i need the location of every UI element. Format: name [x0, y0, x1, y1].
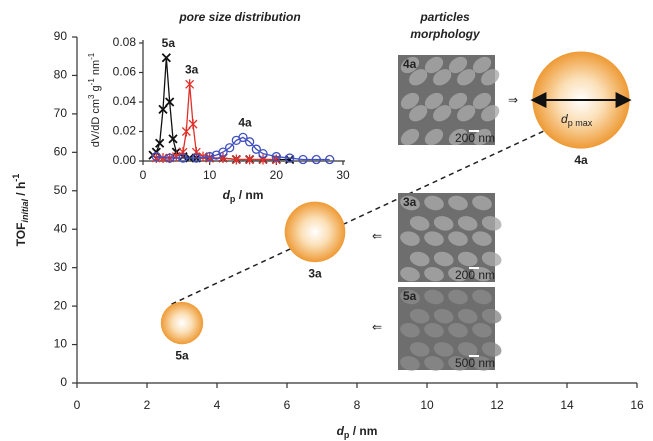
- arrow: ⇒: [508, 93, 518, 107]
- x-tick-label: 4: [214, 398, 221, 412]
- arrow: ⇐: [372, 320, 382, 334]
- size-label-sub: p max: [568, 118, 593, 128]
- arrow: ⇐: [372, 229, 382, 243]
- inset-x-tick-label: 20: [270, 168, 284, 182]
- series-line: [156, 84, 276, 159]
- sem-label: 3a: [403, 195, 417, 209]
- inset-y-label: dV/dD cm3 g-1 nm-1: [87, 52, 102, 147]
- inset-title: pore size distribution: [178, 10, 300, 24]
- x-tick-label: 8: [354, 398, 361, 412]
- y-label-rest: / h: [14, 182, 28, 199]
- particle-sphere: [161, 302, 203, 344]
- y-tick-label: 90: [54, 29, 68, 43]
- inset-x-label: dp / nm: [223, 188, 264, 204]
- inset-y-label-part: dV/dD cm: [90, 99, 102, 147]
- inset-y-tick-label: 0.00: [113, 153, 137, 167]
- x-tick-label: 2: [144, 398, 151, 412]
- morph-title: morphology: [410, 27, 481, 41]
- sem-label: 4a: [403, 57, 417, 71]
- x-tick-label: 16: [630, 398, 644, 412]
- figure: 0 2 4 6 8 10 12 14 16 0 10 20 30 40 50 60 70 80 90 dp / nm T…: [0, 0, 653, 441]
- inset-y-label-part: nm: [90, 60, 102, 78]
- inset-x-label-rest: / nm: [235, 188, 263, 202]
- marker: [186, 79, 194, 89]
- inset-y-label-part: -1: [87, 52, 96, 60]
- inset-y-tick-label: 0.02: [113, 124, 137, 138]
- x-tick-label: 0: [74, 398, 81, 412]
- inset-y-tick-label: 0.04: [113, 94, 137, 108]
- inset-y-label-part: g: [90, 85, 102, 94]
- sphere-label: 3a: [308, 266, 322, 280]
- y-tick-label: 60: [54, 145, 68, 159]
- y-label-sub: initial: [20, 199, 30, 223]
- y-label-main: TOF: [14, 223, 28, 247]
- y-axis-label: TOFinitial / h-1: [11, 174, 30, 247]
- y-tick-label: 20: [54, 298, 68, 312]
- inset-y-tick-label: 0.06: [113, 65, 137, 79]
- y-tick-label: 30: [54, 260, 68, 274]
- x-label-rest: / nm: [349, 424, 377, 438]
- inset-x-tick-label: 0: [140, 168, 147, 182]
- inset-y-tick-label: 0.08: [113, 35, 137, 49]
- x-axis-label: dp / nm: [337, 424, 378, 440]
- sem-label: 5a: [403, 289, 417, 303]
- y-tick-label: 40: [54, 221, 68, 235]
- y-tick-label: 80: [54, 68, 68, 82]
- x-tick-label: 14: [560, 398, 574, 412]
- series-line: [153, 58, 290, 160]
- marker: [189, 119, 197, 129]
- inset-x-tick-label: 10: [203, 168, 217, 182]
- y-tick-label: 0: [60, 375, 67, 389]
- x-tick-label: 6: [284, 398, 291, 412]
- x-tick-label: 10: [420, 398, 434, 412]
- sphere-label: 4a: [574, 153, 588, 167]
- series-label: 3a: [185, 62, 199, 76]
- scale-label: 500 nm: [455, 356, 495, 370]
- sphere-label: 5a: [175, 348, 189, 362]
- morph-title: particles: [419, 10, 470, 24]
- particle-sphere: [285, 202, 346, 263]
- y-tick-label: 50: [54, 183, 68, 197]
- y-label-sup: -1: [11, 174, 21, 182]
- inset-x-tick-label: 30: [336, 168, 350, 182]
- y-tick-label: 70: [54, 106, 68, 120]
- scale-label: 200 nm: [455, 268, 495, 282]
- x-tick-label: 12: [490, 398, 504, 412]
- series-label: 4a: [238, 116, 252, 130]
- series-label: 5a: [162, 36, 176, 50]
- scale-label: 200 nm: [455, 131, 495, 145]
- y-tick-label: 10: [54, 337, 68, 351]
